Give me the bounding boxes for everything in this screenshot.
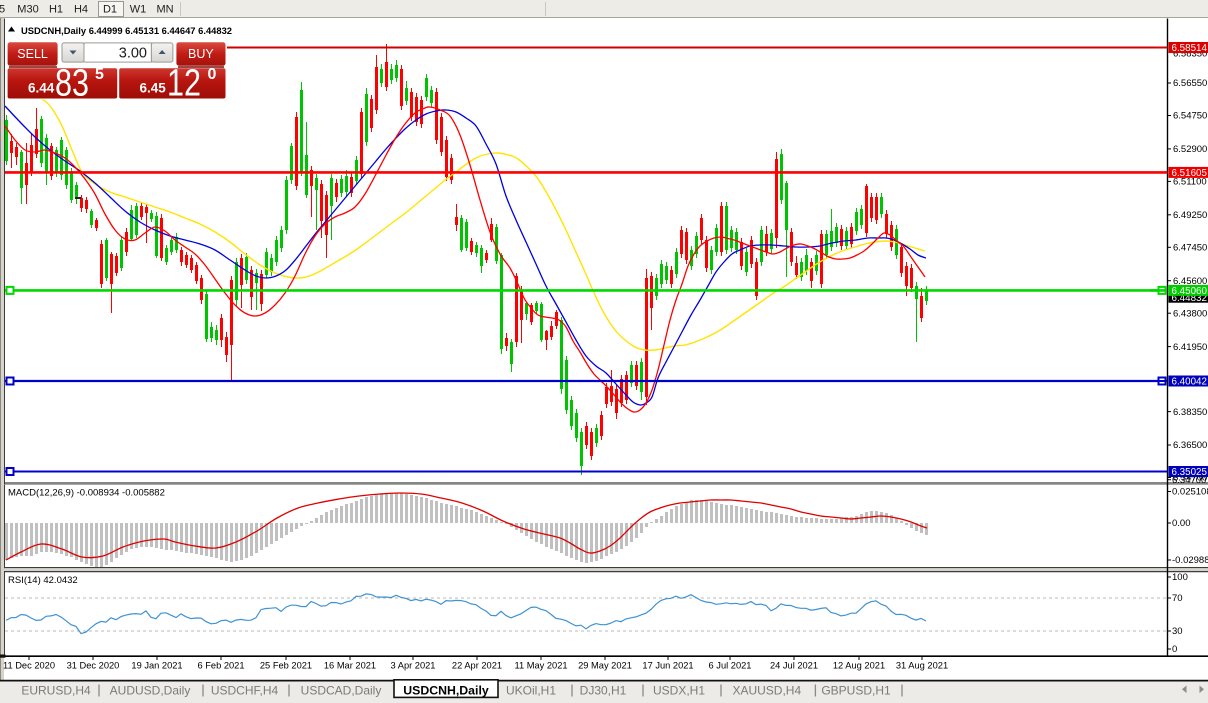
svg-text:6.43800: 6.43800 bbox=[1173, 308, 1207, 319]
svg-text:EURUSD,H4: EURUSD,H4 bbox=[21, 684, 91, 698]
svg-text:USDCAD,Daily: USDCAD,Daily bbox=[301, 684, 382, 698]
svg-text:6.51605: 6.51605 bbox=[1172, 168, 1208, 179]
svg-text:11 Dec 2020: 11 Dec 2020 bbox=[3, 661, 55, 671]
svg-text:USDCNH,Daily: USDCNH,Daily bbox=[403, 683, 489, 697]
svg-text:29 May 2021: 29 May 2021 bbox=[578, 661, 632, 671]
svg-text:USDX,H1: USDX,H1 bbox=[653, 684, 705, 698]
svg-text:12 Aug 2021: 12 Aug 2021 bbox=[833, 661, 885, 671]
svg-text:3 Apr 2021: 3 Apr 2021 bbox=[391, 661, 436, 671]
svg-text:MACD(12,26,9) -0.008934 -0.005: MACD(12,26,9) -0.008934 -0.005882 bbox=[8, 488, 165, 499]
svg-text:83: 83 bbox=[55, 63, 89, 105]
svg-text:H1: H1 bbox=[49, 4, 63, 16]
svg-text:MN: MN bbox=[156, 4, 173, 16]
svg-text:19 Jan 2021: 19 Jan 2021 bbox=[131, 661, 182, 671]
svg-text:25 Feb 2021: 25 Feb 2021 bbox=[260, 661, 312, 671]
svg-text:6.38350: 6.38350 bbox=[1173, 407, 1207, 418]
svg-text:SELL: SELL bbox=[17, 47, 48, 61]
svg-text:24 Jul 2021: 24 Jul 2021 bbox=[770, 661, 818, 671]
svg-text:6.52900: 6.52900 bbox=[1173, 144, 1207, 155]
svg-text:0.025108: 0.025108 bbox=[1172, 487, 1208, 498]
svg-text:6.47450: 6.47450 bbox=[1173, 243, 1207, 254]
svg-text:BUY: BUY bbox=[188, 47, 214, 61]
svg-text:RSI(14) 42.0432: RSI(14) 42.0432 bbox=[8, 575, 78, 586]
svg-text:6 Feb 2021: 6 Feb 2021 bbox=[197, 661, 244, 671]
svg-text:6.58350: 6.58350 bbox=[1173, 49, 1207, 60]
svg-text:6.41950: 6.41950 bbox=[1173, 342, 1207, 353]
svg-text:H4: H4 bbox=[74, 4, 88, 16]
svg-text:AUDUSD,Daily: AUDUSD,Daily bbox=[110, 684, 191, 698]
svg-text:3.00: 3.00 bbox=[119, 45, 147, 61]
svg-text:6.45600: 6.45600 bbox=[1173, 276, 1207, 287]
svg-text:31 Aug 2021: 31 Aug 2021 bbox=[896, 661, 948, 671]
svg-text:DJ30,H1: DJ30,H1 bbox=[580, 684, 627, 698]
svg-text:USDCNH,Daily 6.44999 6.45131: USDCNH,Daily 6.44999 6.45131 6.44647 6.4… bbox=[21, 26, 232, 37]
svg-text:11 May 2021: 11 May 2021 bbox=[514, 661, 567, 671]
svg-text:0: 0 bbox=[208, 66, 217, 83]
svg-text:W1: W1 bbox=[130, 4, 147, 16]
svg-text:6 Jul 2021: 6 Jul 2021 bbox=[709, 661, 752, 671]
svg-text:6.36500: 6.36500 bbox=[1173, 440, 1207, 451]
svg-text:GBPUSD,H1: GBPUSD,H1 bbox=[821, 684, 891, 698]
svg-text:17 Jun 2021: 17 Jun 2021 bbox=[642, 661, 693, 671]
svg-text:70: 70 bbox=[1172, 593, 1183, 604]
svg-text:6.49250: 6.49250 bbox=[1173, 210, 1207, 221]
svg-text:6.44832: 6.44832 bbox=[1172, 293, 1207, 304]
svg-text:-0.02988: -0.02988 bbox=[1172, 555, 1208, 566]
svg-text:6.34700: 6.34700 bbox=[1173, 473, 1207, 484]
svg-text:0: 0 bbox=[1172, 644, 1177, 655]
svg-text:5: 5 bbox=[95, 66, 104, 83]
svg-text:6.40042: 6.40042 bbox=[1172, 377, 1207, 388]
svg-text:6.51100: 6.51100 bbox=[1173, 177, 1207, 188]
svg-text:6.58514: 6.58514 bbox=[1172, 43, 1208, 54]
svg-text:M30: M30 bbox=[17, 4, 38, 16]
svg-text:0.00: 0.00 bbox=[1172, 518, 1191, 529]
svg-text:6.54750: 6.54750 bbox=[1173, 111, 1207, 122]
svg-text:5: 5 bbox=[0, 4, 5, 16]
svg-text:USDCHF,H4: USDCHF,H4 bbox=[211, 684, 279, 698]
svg-text:12: 12 bbox=[167, 63, 201, 105]
svg-text:100: 100 bbox=[1172, 572, 1188, 583]
svg-text:D1: D1 bbox=[103, 4, 117, 16]
svg-text:16 Mar 2021: 16 Mar 2021 bbox=[324, 661, 376, 671]
svg-text:6.35025: 6.35025 bbox=[1172, 467, 1208, 478]
svg-text:UKOil,H1: UKOil,H1 bbox=[506, 684, 556, 698]
svg-text:6.44: 6.44 bbox=[28, 81, 55, 96]
svg-text:6.34700: 6.34700 bbox=[1172, 475, 1206, 486]
svg-text:6.45060: 6.45060 bbox=[1172, 286, 1208, 297]
svg-text:XAUUSD,H4: XAUUSD,H4 bbox=[732, 684, 801, 698]
svg-text:6.56550: 6.56550 bbox=[1173, 78, 1207, 89]
svg-text:6.45: 6.45 bbox=[140, 81, 167, 96]
svg-text:22 Apr 2021: 22 Apr 2021 bbox=[452, 661, 502, 671]
svg-text:31 Dec 2020: 31 Dec 2020 bbox=[67, 661, 120, 671]
svg-text:30: 30 bbox=[1172, 626, 1183, 637]
